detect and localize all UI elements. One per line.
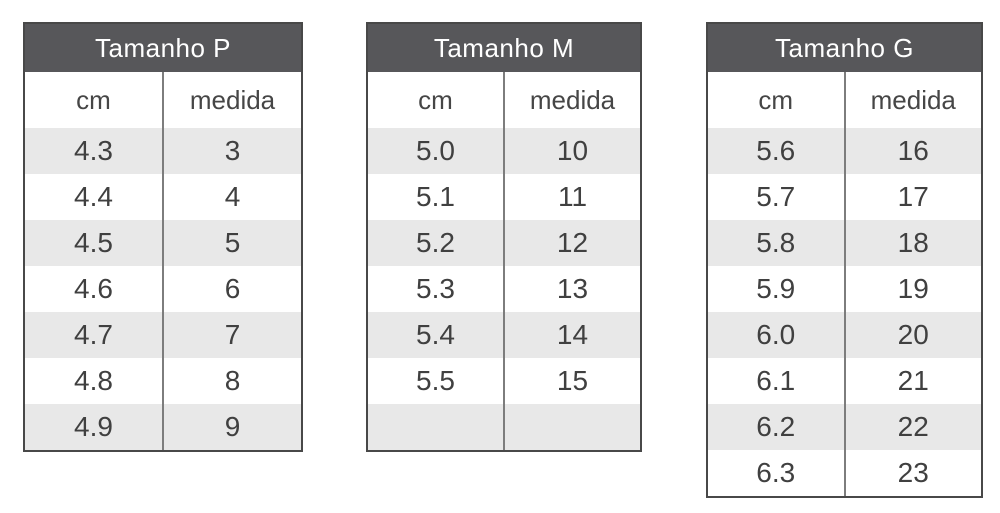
cm-cell: 4.5	[25, 220, 164, 266]
cm-cell: 5.4	[368, 312, 505, 358]
column-header-cm: cm	[25, 72, 164, 128]
table-row: 5.1 11	[368, 174, 640, 220]
table-row: 6.2 22	[708, 404, 981, 450]
table-row: 5.6 16	[708, 128, 981, 174]
table-row: 5.5 15	[368, 358, 640, 404]
medida-cell: 15	[556, 365, 589, 396]
size-grid: cm medida 5.6 16 5.7 17 5.8 18 5.9 19 6.0 20 …	[708, 72, 981, 496]
medida-cell: 17	[897, 181, 929, 212]
column-header-medida: medida	[163, 72, 301, 128]
medida-cell: 13	[556, 273, 589, 304]
cm-cell: 4.3	[25, 128, 164, 174]
medida-cell: 5	[224, 227, 241, 258]
medida-cell: 11	[557, 181, 588, 212]
size-table-g: Tamanho G cm medida 5.6 16 5.7 17 5.8 18 5.…	[706, 22, 983, 498]
size-table-p: Tamanho P cm medida 4.3 3 4.4 4 4.5 5 4.6 6 …	[23, 22, 303, 452]
cm-cell: 5.5	[368, 358, 505, 404]
cm-cell: 5.2	[368, 220, 505, 266]
medida-cell: 10	[556, 135, 589, 166]
table-row: 4.4 4	[25, 174, 301, 220]
column-header-cm: cm	[368, 72, 505, 128]
cm-cell: 5.9	[708, 266, 846, 312]
cm-cell	[368, 404, 505, 450]
table-title: Tamanho M	[368, 24, 640, 72]
table-row: 4.8 8	[25, 358, 301, 404]
cm-cell: 4.7	[25, 312, 164, 358]
table-row: 4.6 6	[25, 266, 301, 312]
table-row: 5.2 12	[368, 220, 640, 266]
medida-cell: 4	[224, 181, 241, 212]
header-row: cm medida	[708, 72, 981, 128]
size-grid: cm medida 4.3 3 4.4 4 4.5 5 4.6 6 4.7 7 4.8 8 …	[25, 72, 301, 450]
cm-cell: 6.1	[708, 358, 846, 404]
table-row-empty	[368, 404, 640, 450]
medida-cell: 8	[224, 365, 241, 396]
column-header-cm: cm	[708, 72, 846, 128]
medida-cell: 23	[897, 457, 929, 488]
cm-cell: 5.3	[368, 266, 505, 312]
table-row: 4.3 3	[25, 128, 301, 174]
medida-cell: 19	[897, 273, 929, 304]
medida-cell: 18	[897, 227, 929, 258]
table-row: 5.4 14	[368, 312, 640, 358]
cm-cell: 6.3	[708, 450, 846, 496]
table-row: 5.9 19	[708, 266, 981, 312]
medida-cell: 3	[224, 135, 241, 166]
medida-cell: 21	[897, 365, 929, 396]
table-row: 5.8 18	[708, 220, 981, 266]
column-header-medida: medida	[504, 72, 640, 128]
table-row: 5.3 13	[368, 266, 640, 312]
cm-cell: 6.0	[708, 312, 846, 358]
medida-cell: 7	[224, 319, 241, 350]
table-row: 5.0 10	[368, 128, 640, 174]
medida-cell: 16	[897, 135, 929, 166]
cm-cell: 4.9	[25, 404, 164, 450]
size-table-m: Tamanho M cm medida 5.0 10 5.1 11 5.2 12 5.…	[366, 22, 642, 452]
table-row: 5.7 17	[708, 174, 981, 220]
table-row: 4.5 5	[25, 220, 301, 266]
medida-cell: 12	[556, 227, 589, 258]
cm-cell: 6.2	[708, 404, 846, 450]
header-row: cm medida	[368, 72, 640, 128]
cm-cell: 4.8	[25, 358, 164, 404]
table-row: 4.9 9	[25, 404, 301, 450]
column-header-medida: medida	[844, 72, 981, 128]
header-row: cm medida	[25, 72, 301, 128]
table-title: Tamanho P	[25, 24, 301, 72]
cm-cell: 5.7	[708, 174, 846, 220]
size-grid: cm medida 5.0 10 5.1 11 5.2 12 5.3 13 5.4 14 …	[368, 72, 640, 450]
cm-cell: 5.0	[368, 128, 505, 174]
cm-cell: 5.6	[708, 128, 846, 174]
medida-cell: 20	[897, 319, 929, 350]
table-title: Tamanho G	[708, 24, 981, 72]
medida-cell: 9	[224, 411, 241, 442]
table-row: 6.3 23	[708, 450, 981, 496]
medida-cell: 14	[556, 319, 589, 350]
medida-cell: 6	[224, 273, 241, 304]
medida-cell: 22	[897, 411, 929, 442]
table-row: 6.0 20	[708, 312, 981, 358]
cm-cell: 4.4	[25, 174, 164, 220]
cm-cell: 4.6	[25, 266, 164, 312]
table-row: 4.7 7	[25, 312, 301, 358]
cm-cell: 5.1	[368, 174, 505, 220]
medida-cell	[504, 404, 640, 450]
cm-cell: 5.8	[708, 220, 846, 266]
table-row: 6.1 21	[708, 358, 981, 404]
